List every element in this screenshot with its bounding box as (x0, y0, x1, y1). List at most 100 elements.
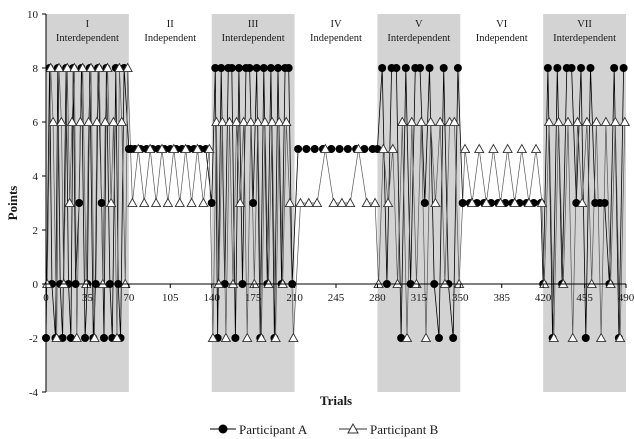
point-participant-b (303, 197, 315, 208)
point-participant-a (401, 64, 410, 72)
point-participant-b (91, 116, 103, 127)
x-tick-label: 0 (43, 292, 49, 304)
point-participant-a (453, 64, 462, 72)
point-participant-b (259, 116, 271, 127)
point-participant-b (387, 143, 399, 154)
axes (42, 13, 627, 393)
point-participant-b (572, 116, 583, 127)
point-participant-a (425, 64, 434, 72)
point-participant-b (543, 116, 555, 127)
point-participant-a (252, 64, 261, 72)
y-tick-label: 8 (33, 63, 39, 75)
legend-marker-participant-b (347, 422, 359, 434)
point-participant-b (266, 116, 278, 127)
point-participant-b (186, 197, 197, 208)
point-participant-b (174, 197, 186, 208)
point-participant-a (227, 64, 236, 72)
point-participant-b (509, 197, 520, 208)
point-participant-b (473, 143, 485, 154)
point-participant-b (180, 143, 191, 154)
point-participant-a (553, 64, 562, 72)
y-axis-title: Points (5, 186, 20, 221)
phase-name-5: Interdependent (387, 33, 450, 44)
point-participant-b (64, 197, 75, 208)
point-participant-b (150, 197, 162, 208)
point-participant-b (162, 197, 174, 208)
point-participant-a (207, 199, 216, 207)
point-participant-b (562, 116, 574, 127)
point-participant-a (449, 334, 458, 342)
point-participant-b (192, 143, 203, 154)
x-tick-label: 280 (369, 292, 386, 304)
point-participant-b (415, 116, 427, 127)
point-participant-b (567, 332, 578, 343)
point-participant-a (284, 64, 293, 72)
x-tick-label: 140 (203, 292, 220, 304)
phase-name-6: Independent (476, 33, 528, 44)
point-participant-b (66, 116, 78, 127)
point-participant-b (102, 62, 113, 73)
x-tick-label: 70 (123, 292, 135, 304)
point-participant-a (302, 145, 311, 153)
y-tick-label: 10 (27, 9, 39, 21)
legend-label-participant-a: Participant A (239, 422, 308, 437)
phase-numeral-6: VI (496, 19, 508, 30)
point-participant-a (619, 64, 628, 72)
point-participant-b (168, 143, 180, 154)
x-tick-label: 385 (493, 292, 510, 304)
point-participant-b (122, 62, 133, 73)
phase-name-4: Independent (310, 33, 362, 44)
point-participant-b (353, 143, 364, 154)
point-participant-b (516, 143, 528, 154)
point-participant-b (311, 197, 323, 208)
point-participant-b (369, 197, 381, 208)
x-tick-label: 175 (245, 292, 262, 304)
point-participant-a (100, 334, 108, 342)
phase-numeral-5: V (415, 19, 423, 30)
y-tick-label: 2 (33, 225, 39, 237)
point-participant-b (234, 197, 246, 208)
point-participant-b (336, 197, 348, 208)
point-participant-b (138, 197, 150, 208)
point-participant-b (144, 143, 156, 154)
point-participant-b (75, 116, 86, 127)
point-participant-b (53, 62, 65, 73)
point-participant-b (217, 116, 228, 127)
point-participant-b (281, 116, 292, 127)
point-participant-b (62, 62, 73, 73)
point-participant-b (614, 332, 626, 343)
point-participant-b (69, 62, 80, 73)
point-participant-a (586, 64, 595, 72)
point-participant-b (610, 116, 621, 127)
point-participant-b (595, 332, 607, 343)
point-participant-a (439, 64, 448, 72)
point-participant-a (310, 145, 319, 153)
point-participant-b (378, 143, 389, 154)
point-participant-b (207, 332, 219, 343)
point-participant-b (344, 197, 356, 208)
x-tick-label: 315 (411, 292, 428, 304)
point-participant-a (543, 64, 552, 72)
point-participant-b (548, 332, 560, 343)
point-participant-a (245, 64, 254, 72)
point-participant-b (284, 197, 296, 208)
point-participant-b (591, 116, 602, 127)
point-participant-b (536, 197, 548, 208)
phase-numeral-1: I (86, 19, 90, 30)
point-participant-b (420, 332, 432, 343)
point-participant-b (320, 143, 331, 154)
x-tick-labels: 0 35 70 105 140 175 210 245 280 315 350 385 420 455 49… (43, 292, 634, 304)
point-participant-a (294, 145, 303, 153)
point-participant-b (619, 116, 631, 127)
point-participant-b (449, 116, 460, 127)
point-participant-b (116, 116, 128, 127)
point-participant-b (127, 197, 138, 208)
point-participant-b (108, 116, 119, 127)
phase-labels: I Interdependent II Independent III Interdepe… (56, 19, 616, 44)
point-participant-b (83, 116, 94, 127)
point-participant-a (610, 64, 619, 72)
point-participant-b (51, 332, 62, 343)
point-participant-b (361, 197, 373, 208)
